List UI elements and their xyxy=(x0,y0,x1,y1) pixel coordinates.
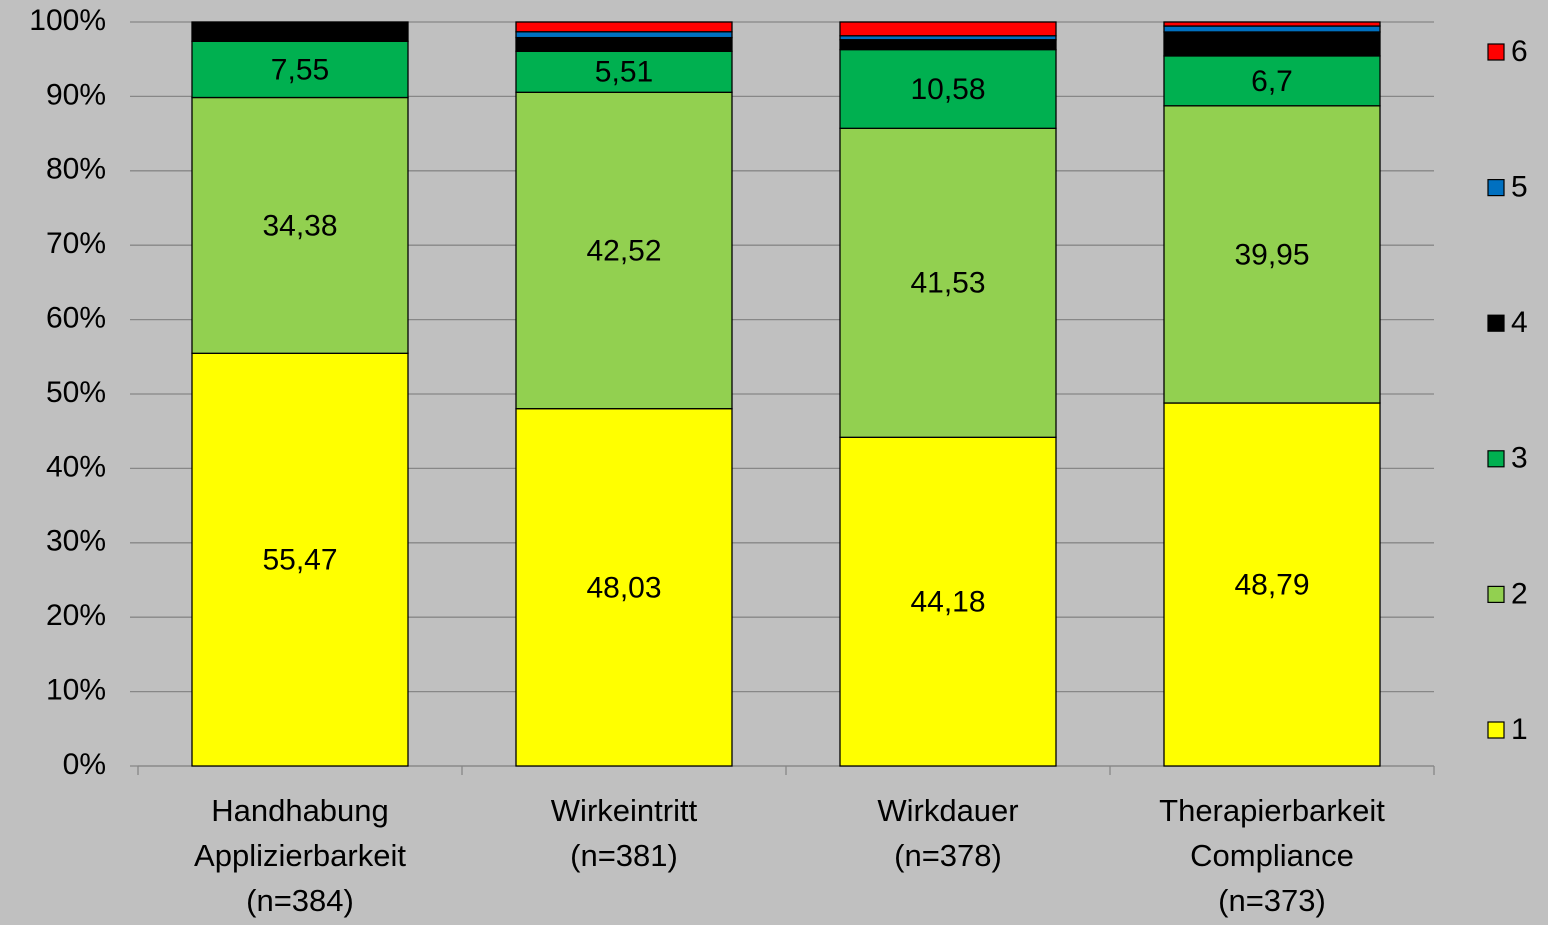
x-tick-label: (n=384) xyxy=(246,883,354,918)
y-tick-label: 40% xyxy=(46,450,106,483)
bar-segment xyxy=(839,39,1057,51)
y-tick-label: 90% xyxy=(46,78,106,111)
data-label: 34,38 xyxy=(262,209,337,242)
bar-segment xyxy=(191,40,409,99)
bar-segment xyxy=(1163,402,1381,767)
data-label: 42,52 xyxy=(586,234,661,267)
y-tick-label: 20% xyxy=(46,599,106,632)
legend-label: 3 xyxy=(1511,442,1528,475)
legend-label: 6 xyxy=(1511,35,1528,68)
bar-segment xyxy=(839,127,1057,438)
legend-swatch xyxy=(1487,179,1505,197)
data-label: 10,58 xyxy=(910,73,985,106)
y-tick-label: 30% xyxy=(46,525,106,558)
x-tick-label: Wirkeintritt xyxy=(551,793,698,828)
y-tick-label: 80% xyxy=(46,153,106,186)
bar-segment xyxy=(1163,105,1381,404)
x-tick-label: (n=373) xyxy=(1218,883,1326,918)
bar-segment xyxy=(515,21,733,33)
legend-label: 1 xyxy=(1511,713,1528,746)
bar-segment xyxy=(839,48,1057,129)
data-label: 55,47 xyxy=(262,544,337,577)
data-label: 48,03 xyxy=(586,571,661,604)
data-label: 6,7 xyxy=(1251,65,1293,98)
bar-segment xyxy=(191,352,409,767)
bar-segment xyxy=(1163,31,1381,57)
bar-segment xyxy=(1163,25,1381,33)
data-label: 39,95 xyxy=(1234,238,1309,271)
bar-segment xyxy=(515,50,733,93)
bar-segment xyxy=(191,96,409,354)
y-tick-label: 70% xyxy=(46,227,106,260)
data-label: 44,18 xyxy=(910,586,985,619)
bar-segment xyxy=(515,36,733,52)
data-label: 48,79 xyxy=(1234,568,1309,601)
legend-swatch xyxy=(1487,721,1505,739)
x-tick-label: Wirkdauer xyxy=(877,793,1018,828)
x-tick-label: (n=378) xyxy=(894,838,1002,873)
legend-swatch xyxy=(1487,43,1505,61)
bar-segment xyxy=(515,31,733,39)
legend-swatch xyxy=(1487,585,1505,604)
data-label: 41,53 xyxy=(910,267,985,300)
x-tick-label: Handhabung xyxy=(211,793,389,828)
bar-segment xyxy=(191,21,409,42)
bar-segment xyxy=(515,91,733,410)
legend-swatch xyxy=(1487,450,1505,468)
x-tick-label: (n=381) xyxy=(570,838,678,873)
y-tick-label: 50% xyxy=(46,376,106,409)
y-tick-label: 100% xyxy=(29,4,106,37)
x-tick-label: Therapierbarkeit xyxy=(1159,793,1385,828)
legend-label: 4 xyxy=(1511,306,1528,339)
bar-segment xyxy=(1163,21,1381,27)
legend-label: 2 xyxy=(1511,577,1528,610)
data-label: 7,55 xyxy=(271,53,329,86)
x-tick-label: Compliance xyxy=(1190,838,1354,873)
data-label: 5,51 xyxy=(595,56,653,89)
y-tick-label: 60% xyxy=(46,302,106,335)
y-tick-label: 10% xyxy=(46,674,106,707)
y-tick-label: 0% xyxy=(63,748,106,781)
legend-label: 5 xyxy=(1511,171,1528,204)
bar-segment xyxy=(515,408,733,767)
legend-swatch xyxy=(1487,314,1505,332)
bar-segment xyxy=(839,21,1057,37)
x-tick-label: Applizierbarkeit xyxy=(194,838,406,873)
